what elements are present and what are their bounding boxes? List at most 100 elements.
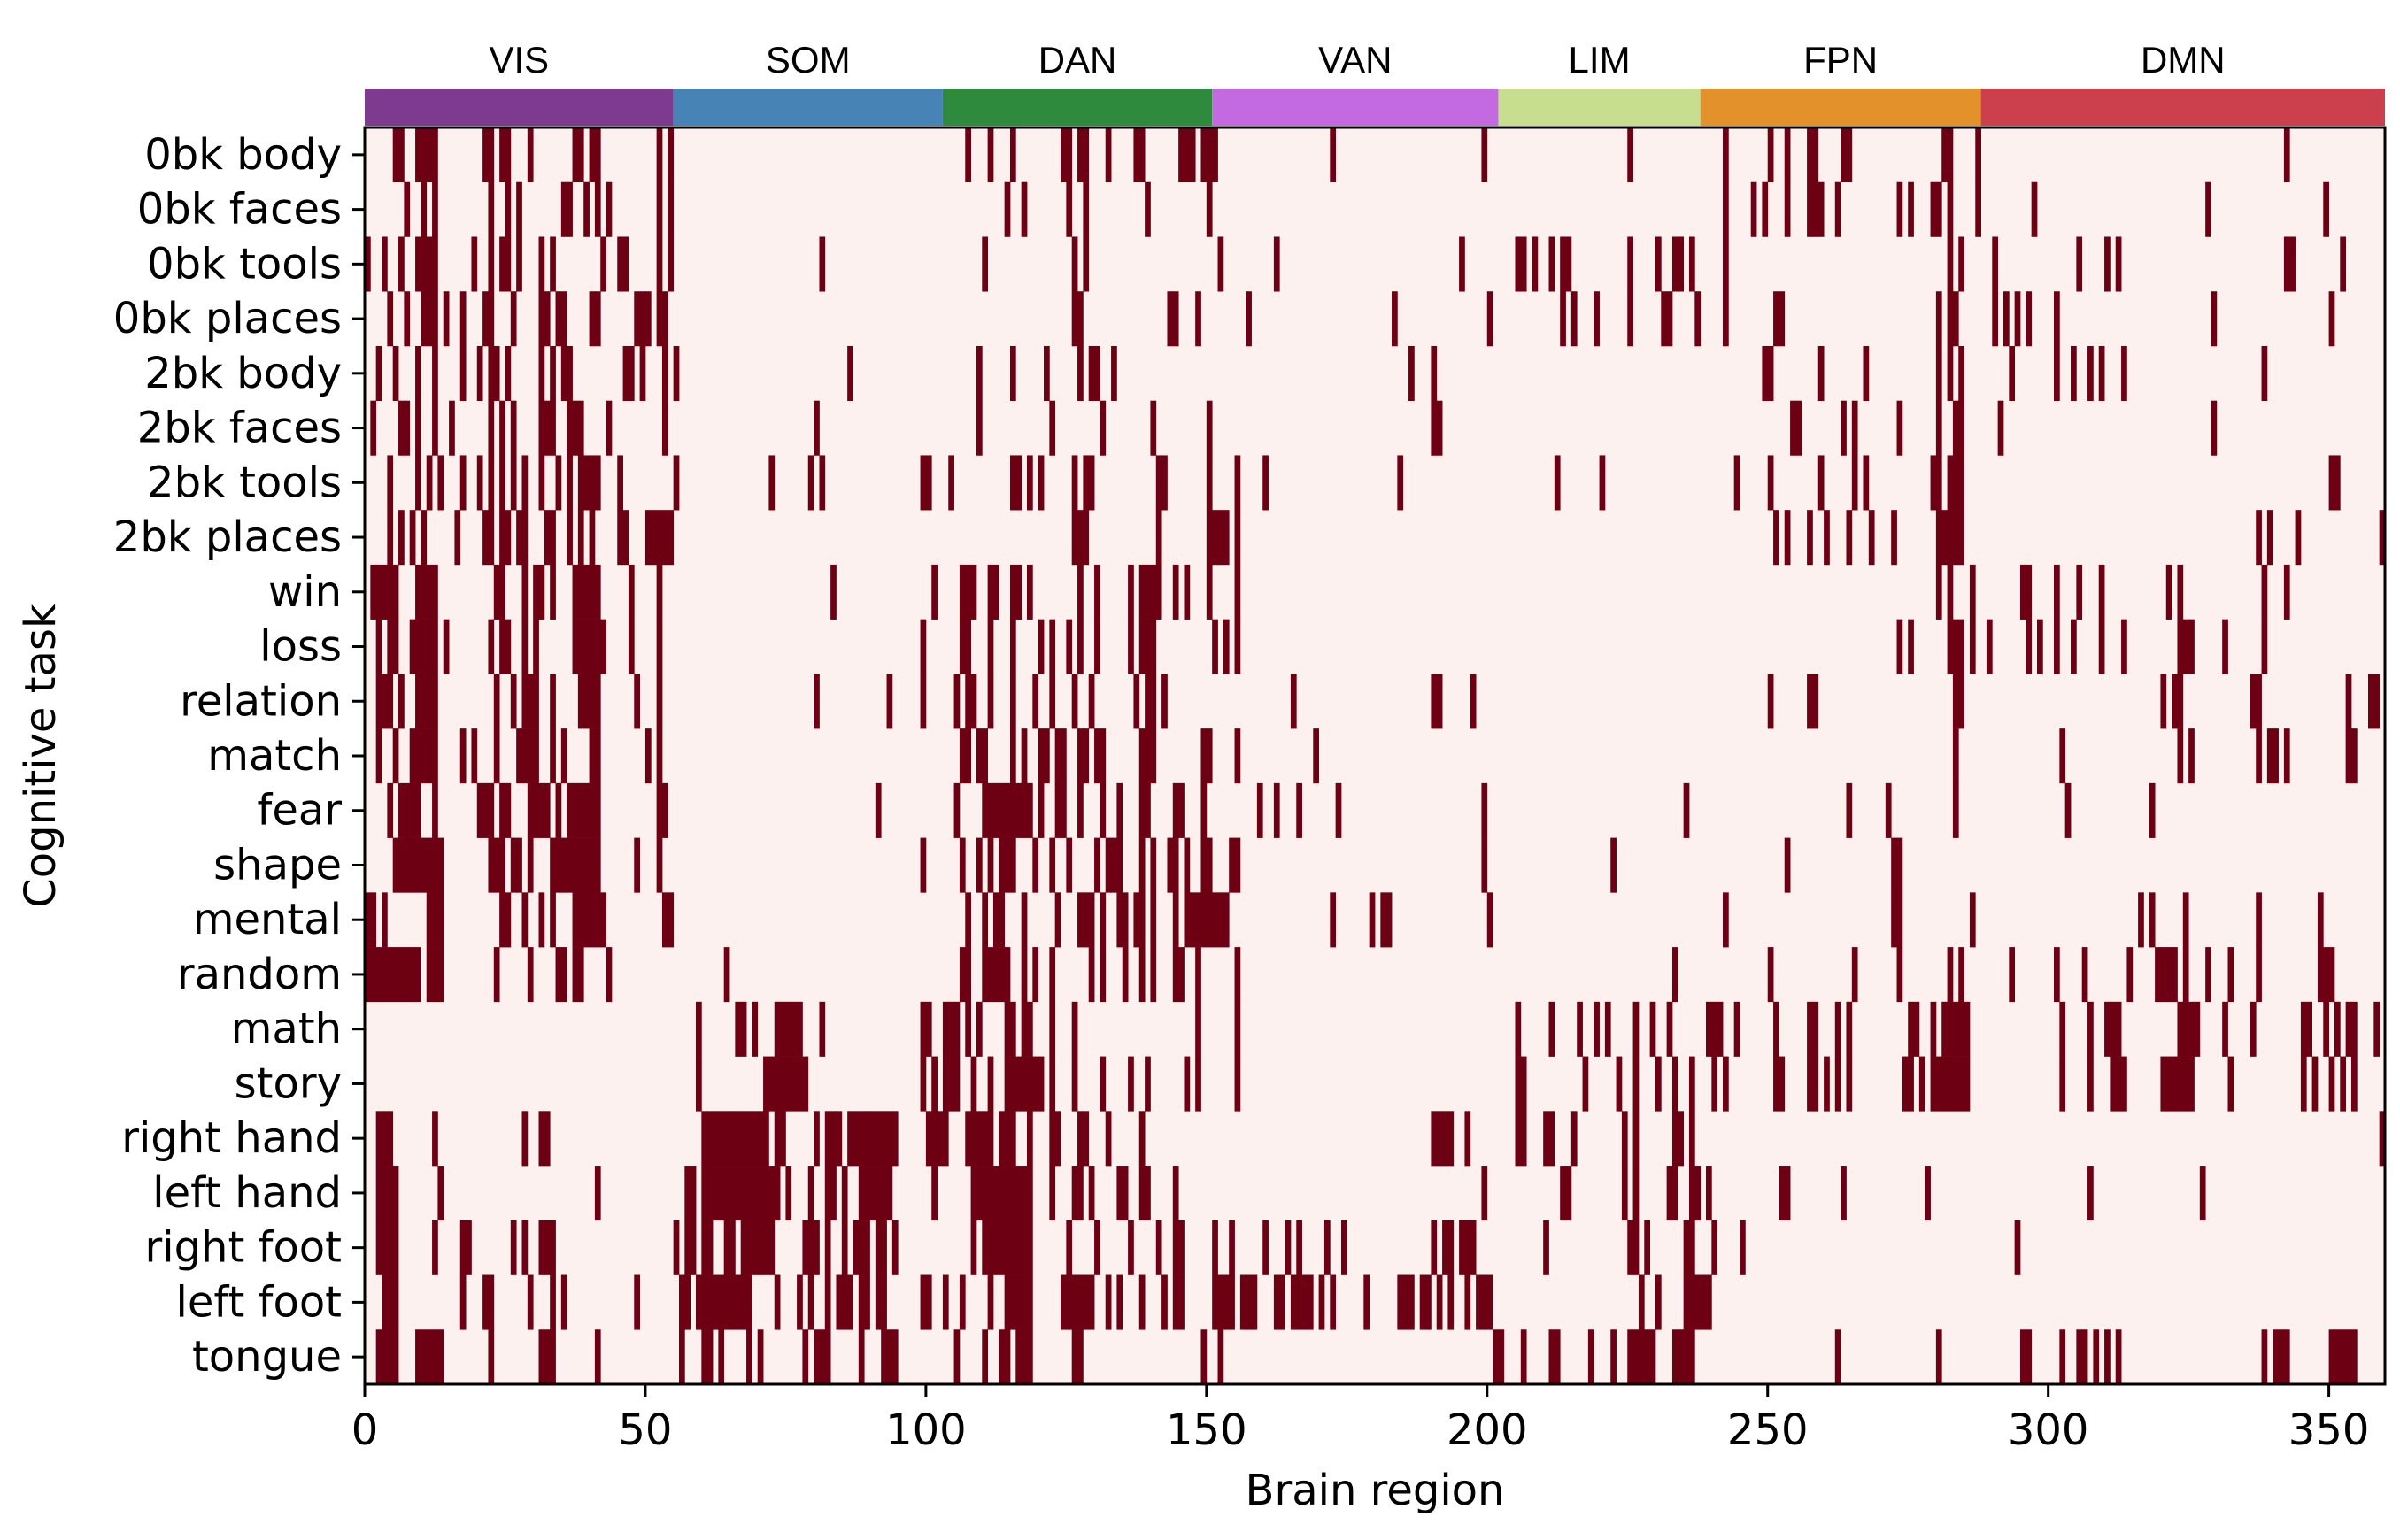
heatmap-cell: [1532, 236, 1539, 292]
heatmap-cell: [2059, 1329, 2066, 1385]
heatmap-cell: [746, 1220, 752, 1275]
heatmap-cell: [387, 947, 394, 1003]
heatmap-cell: [1279, 1274, 1285, 1330]
heatmap-cell: [1671, 1329, 1678, 1385]
heatmap-cell: [2211, 291, 2218, 347]
heatmap-cell: [499, 455, 505, 511]
x-tick-label: 200: [1447, 1405, 1528, 1455]
x-tick: 250: [1727, 1384, 1809, 1455]
heatmap-cell: [1071, 510, 1078, 566]
heatmap-cell: [1723, 181, 1729, 237]
heatmap-cell: [1038, 782, 1045, 838]
heatmap-row: [370, 564, 2290, 620]
heatmap-cell: [875, 782, 882, 838]
heatmap-cell: [2188, 728, 2195, 784]
heatmap-cell: [499, 127, 505, 183]
heatmap-cell: [1560, 236, 1566, 292]
heatmap-cell: [1021, 1274, 1028, 1330]
heatmap-cell: [830, 1166, 837, 1221]
heatmap-cell: [2165, 1056, 2172, 1112]
heatmap-cell: [527, 728, 534, 784]
heatmap-cell: [656, 127, 663, 183]
heatmap-cell: [2188, 1056, 2195, 1112]
heatmap-cell: [516, 510, 522, 566]
heatmap-cell: [1004, 1220, 1011, 1275]
heatmap-cell: [538, 455, 545, 511]
heatmap-cell: [1206, 181, 1213, 237]
heatmap-cell: [706, 1329, 714, 1385]
heatmap-cell: [1733, 1001, 1740, 1057]
heatmap-cell: [1908, 1001, 1914, 1057]
heatmap-cell: [432, 345, 438, 401]
heatmap-cell: [421, 181, 428, 237]
heatmap-cell: [1935, 455, 1942, 511]
heatmap-cell: [572, 947, 579, 1003]
heatmap-cell: [1026, 782, 1033, 838]
heatmap-cell: [673, 1220, 680, 1275]
heatmap-cell: [970, 674, 977, 729]
heatmap-cell: [1061, 127, 1067, 183]
heatmap-cell: [1632, 1001, 1640, 1057]
heatmap-cell: [583, 837, 590, 893]
heatmap-cell: [426, 619, 433, 674]
heatmap-cell: [2261, 619, 2268, 674]
heatmap-cell: [1009, 1001, 1016, 1057]
heatmap-cell: [1885, 782, 1892, 838]
heatmap-cell: [858, 1329, 865, 1385]
heatmap-cell: [1587, 1329, 1594, 1385]
heatmap-cell: [370, 947, 377, 1003]
heatmap-cell: [1071, 674, 1078, 729]
heatmap-cell: [1061, 728, 1067, 784]
heatmap-cell: [931, 1166, 938, 1221]
heatmap-cell: [1958, 1001, 1964, 1057]
heatmap-cell: [735, 1166, 742, 1221]
heatmap-cell: [1408, 345, 1415, 401]
heatmap-cell: [965, 674, 971, 729]
heatmap-cell: [370, 564, 377, 620]
heatmap-cell: [1195, 1001, 1201, 1057]
heatmap-cell: [482, 782, 489, 838]
heatmap-cell: [488, 127, 495, 183]
heatmap-cell: [780, 1001, 786, 1057]
heatmap-cell: [493, 728, 500, 784]
heatmap-cell: [807, 1220, 814, 1275]
heatmap-cell: [1161, 674, 1168, 729]
heatmap-cell: [432, 674, 438, 729]
heatmap-cell: [1138, 619, 1146, 674]
heatmap-cell: [1655, 1274, 1662, 1330]
heatmap-cell: [2379, 510, 2386, 566]
heatmap-cell: [931, 1111, 938, 1167]
heatmap-cell: [684, 1220, 691, 1275]
y-tick: math: [231, 1005, 365, 1054]
heatmap-cell: [409, 837, 416, 893]
heatmap-cell: [505, 782, 512, 838]
heatmap-cell: [875, 1111, 882, 1167]
heatmap-cell: [415, 400, 421, 456]
heatmap-cell: [1638, 1274, 1645, 1330]
heatmap-cell: [1172, 1274, 1179, 1330]
heatmap-cell: [370, 400, 377, 456]
heatmap-cell: [1296, 1220, 1302, 1275]
heatmap-cell: [2177, 619, 2184, 674]
heatmap-cell: [415, 947, 421, 1003]
heatmap-cell: [713, 1166, 719, 1221]
heatmap-cell: [2367, 674, 2374, 729]
heatmap-cell: [2121, 1056, 2127, 1112]
heatmap-cell: [392, 345, 399, 401]
heatmap-cell: [1155, 1220, 1162, 1275]
heatmap-cell: [516, 236, 522, 292]
x-tick: 200: [1447, 1384, 1528, 1455]
heatmap-cell: [443, 619, 450, 674]
heatmap-cell: [965, 947, 971, 1003]
heatmap-cell: [886, 1329, 893, 1385]
heatmap-cell: [538, 291, 545, 347]
heatmap-cell: [1958, 400, 1964, 456]
heatmap-cell: [1026, 1274, 1033, 1330]
heatmap-cell: [1273, 1274, 1280, 1330]
heatmap-cell: [807, 1274, 814, 1330]
heatmap-cell: [606, 400, 613, 456]
heatmap-cell: [1015, 455, 1023, 511]
heatmap-cell: [1632, 1111, 1640, 1167]
heatmap-cell: [1066, 1220, 1073, 1275]
heatmap-cell: [2373, 674, 2381, 729]
